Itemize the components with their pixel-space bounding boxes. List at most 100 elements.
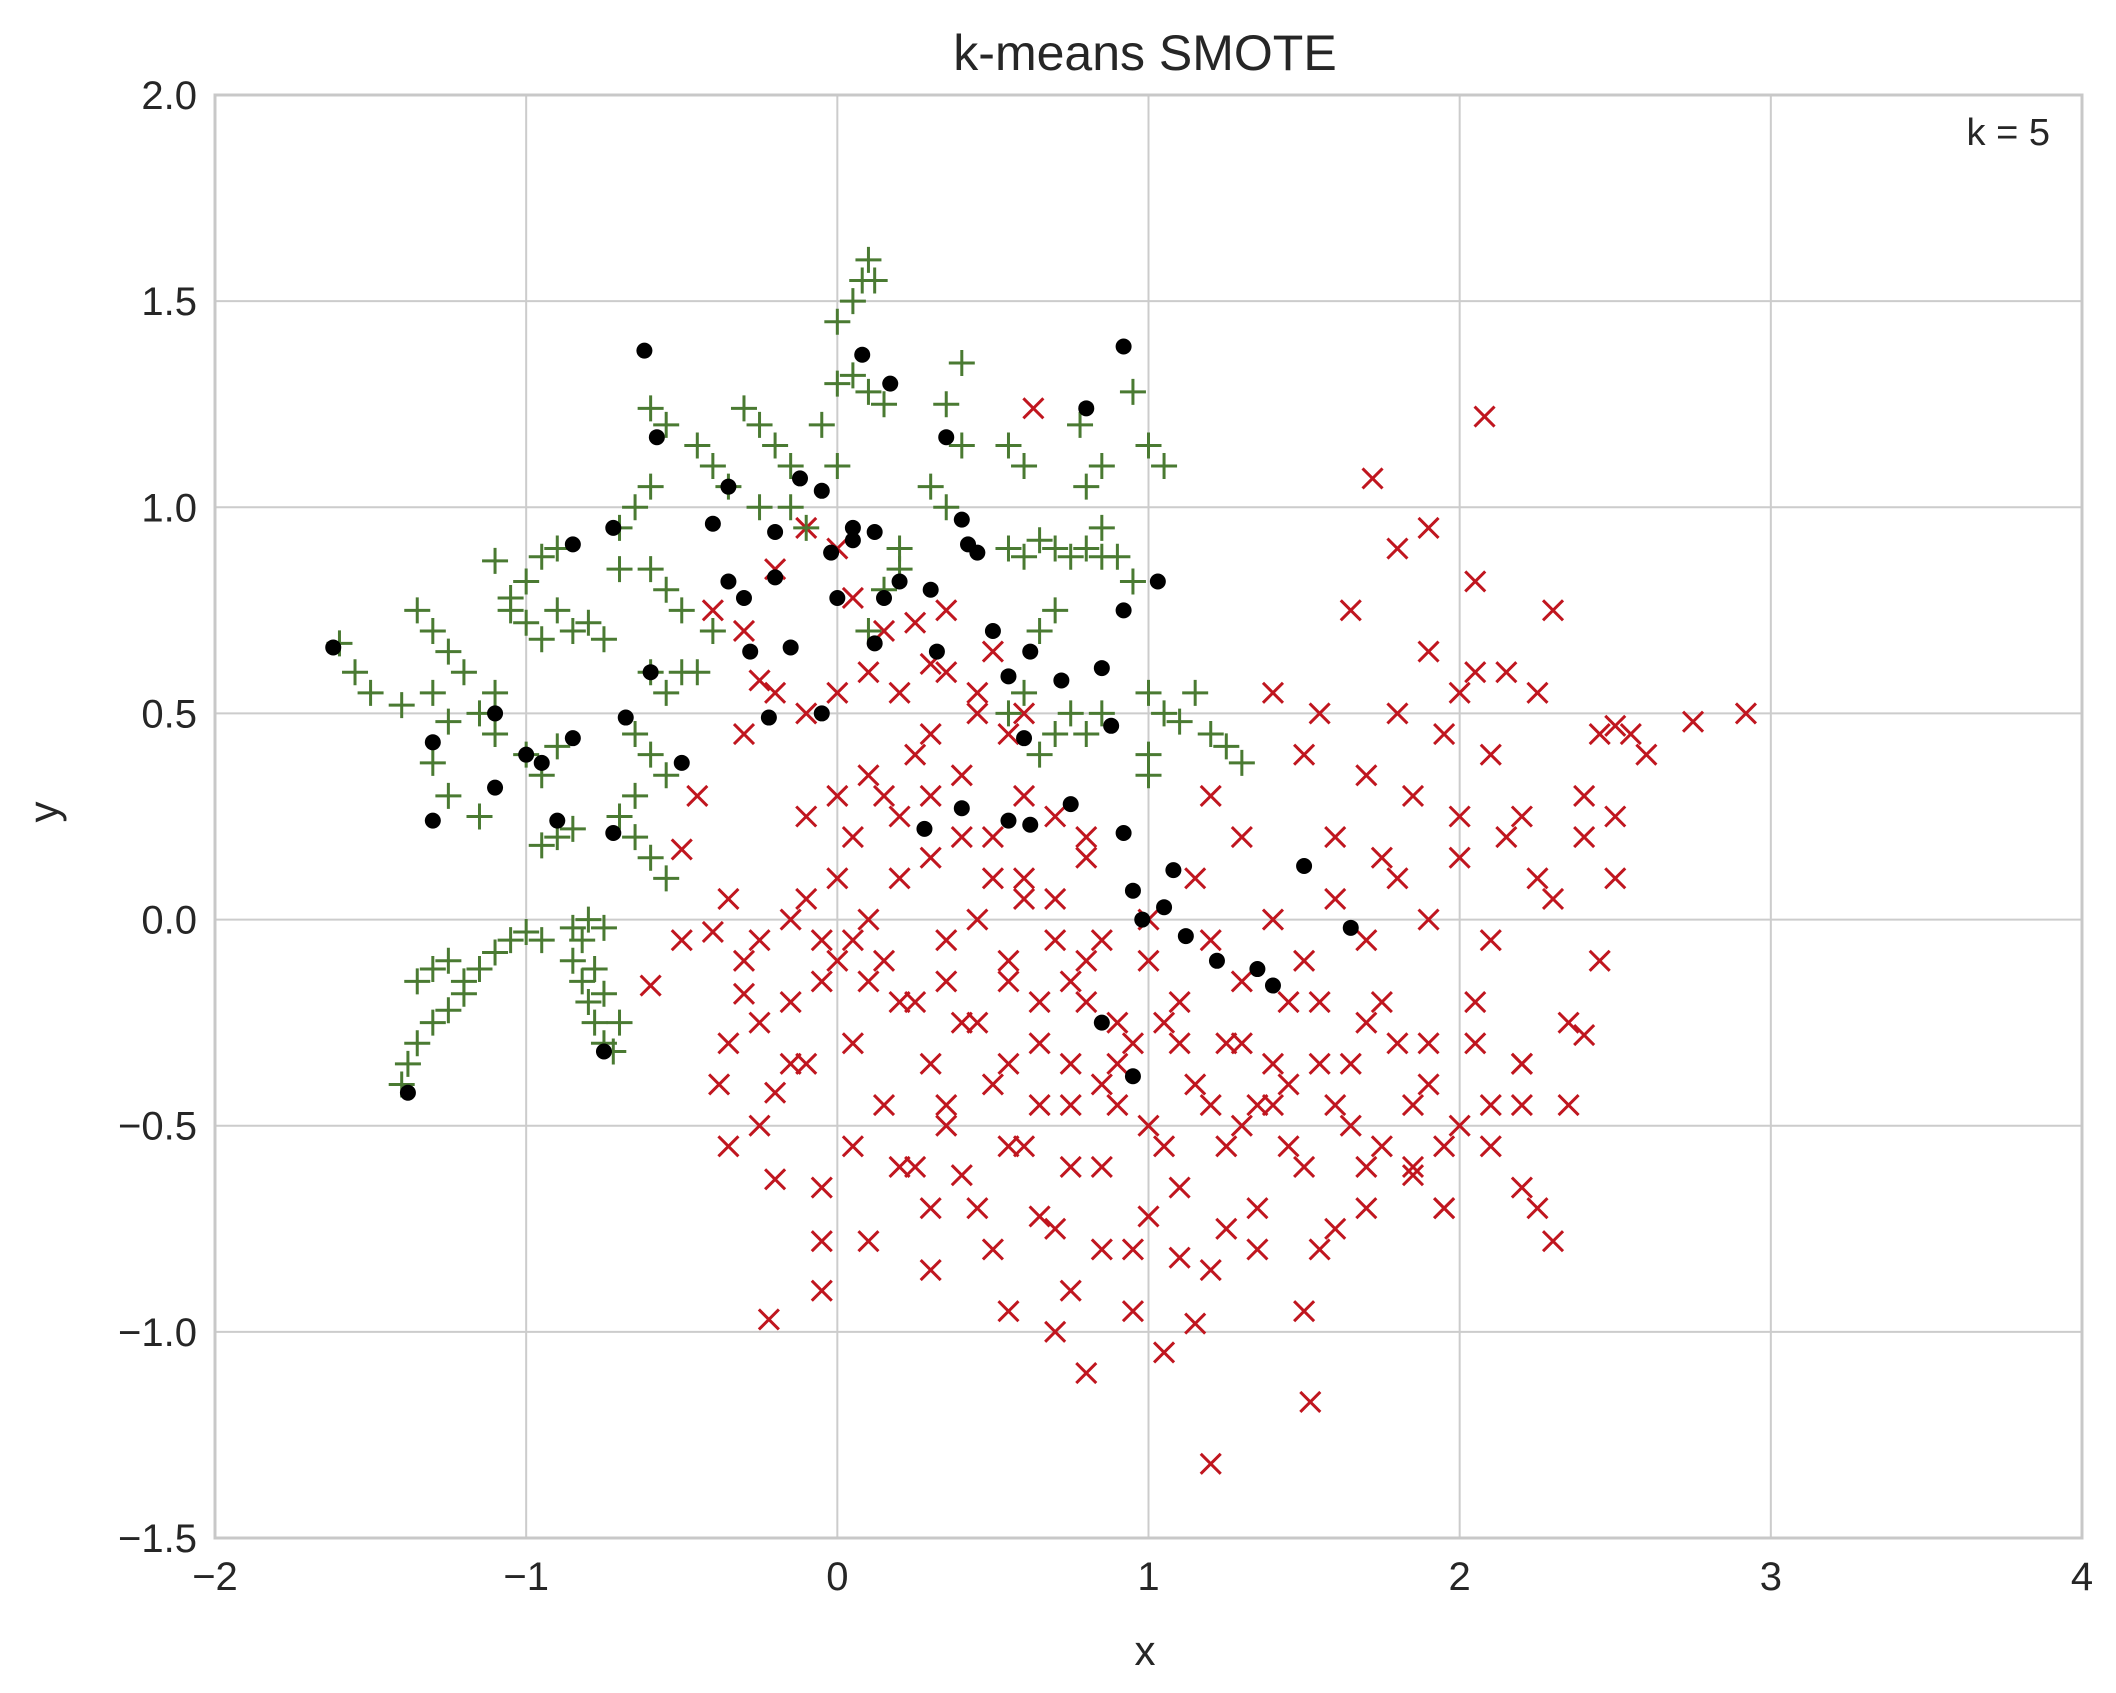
cross-point xyxy=(966,1197,989,1220)
cross-point xyxy=(732,949,756,972)
cross-point xyxy=(639,974,662,997)
cross-point xyxy=(981,1073,1004,1096)
plus-point xyxy=(404,597,431,624)
plus-point xyxy=(995,432,1022,459)
dot-point xyxy=(325,639,342,656)
cross-point xyxy=(826,784,849,807)
cross-point xyxy=(1355,764,1378,787)
dot-point xyxy=(854,346,871,363)
dot-point xyxy=(1249,961,1266,978)
cross-point xyxy=(981,1238,1004,1261)
cross-point xyxy=(1075,826,1098,849)
cross-point xyxy=(1293,743,1316,766)
y-tick-label: 2.0 xyxy=(141,74,197,118)
cross-point xyxy=(935,929,958,952)
plus-point xyxy=(653,865,680,892)
cross-point xyxy=(1168,1176,1191,1199)
plus-point xyxy=(637,556,664,583)
cross-point xyxy=(1215,1217,1238,1240)
plus-point xyxy=(544,597,571,624)
cross-point xyxy=(826,681,849,704)
cross-point xyxy=(1012,887,1036,911)
plus-point xyxy=(357,679,384,706)
plus-point xyxy=(839,362,866,389)
dot-point xyxy=(1016,730,1033,747)
cross-point xyxy=(1479,1094,1502,1117)
cross-point xyxy=(701,599,724,622)
plus-point xyxy=(388,692,415,719)
cross-point xyxy=(1121,1300,1145,1323)
cross-point xyxy=(857,1230,880,1253)
dot-point xyxy=(549,812,566,829)
dot-point xyxy=(1093,660,1110,677)
dot-point xyxy=(1264,977,1281,994)
cross-point xyxy=(888,990,911,1014)
cross-point xyxy=(1152,1011,1176,1034)
cross-point xyxy=(1106,1011,1129,1034)
plus-point xyxy=(606,556,633,583)
dot-point xyxy=(767,569,784,586)
dot-point xyxy=(916,820,933,837)
dot-point xyxy=(1000,812,1017,829)
plus-point xyxy=(1088,453,1115,480)
dot-point xyxy=(1124,882,1141,899)
cross-point xyxy=(1573,784,1596,807)
cross-point xyxy=(1401,1164,1425,1187)
cross-point xyxy=(981,826,1004,849)
plus-point xyxy=(653,762,680,789)
cross-point xyxy=(1448,805,1471,828)
cross-point xyxy=(1370,990,1393,1014)
cross-point xyxy=(904,743,927,766)
cross-point xyxy=(841,1135,864,1158)
plus-point xyxy=(1042,597,1069,624)
plus-point xyxy=(699,453,726,480)
cross-point xyxy=(795,887,818,911)
y-axis-label: y xyxy=(20,802,67,823)
cross-point xyxy=(810,970,833,993)
plus-point xyxy=(622,824,649,851)
cross-point xyxy=(950,1164,973,1187)
cross-point xyxy=(1044,1320,1067,1343)
cross-point xyxy=(757,1308,780,1331)
dot-point xyxy=(648,429,665,446)
plus-point xyxy=(1119,378,1146,405)
cross-point xyxy=(1230,1114,1253,1137)
y-tick-label: −1.0 xyxy=(118,1311,197,1355)
dot-point xyxy=(1093,1014,1110,1031)
plus-point xyxy=(590,980,617,1007)
cross-point xyxy=(1417,908,1440,931)
cross-point xyxy=(1299,1390,1322,1414)
plus-point xyxy=(482,939,509,966)
cross-point xyxy=(857,908,880,931)
dot-point xyxy=(882,375,899,392)
plus-point xyxy=(342,659,369,686)
cross-point xyxy=(1573,826,1596,849)
plus-point xyxy=(1088,700,1115,727)
dot-point xyxy=(1022,816,1039,833)
cross-point xyxy=(795,1052,818,1075)
cross-point xyxy=(708,1073,731,1096)
cross-point xyxy=(1137,1114,1160,1137)
plus-point xyxy=(590,914,617,941)
plus-point xyxy=(1213,733,1240,760)
cross-point xyxy=(966,702,989,725)
cross-point xyxy=(1012,867,1036,890)
plus-point xyxy=(1011,679,1038,706)
plus-point xyxy=(839,288,866,315)
dot-point xyxy=(564,730,581,747)
dot-point xyxy=(617,709,634,726)
y-tick-label: 1.0 xyxy=(141,486,197,530)
plus-point xyxy=(1057,700,1084,727)
cross-point xyxy=(1401,1155,1425,1179)
plus-point xyxy=(1135,432,1162,459)
cross-point xyxy=(1386,867,1409,890)
dot-point xyxy=(424,812,441,829)
plus-point xyxy=(1182,679,1209,706)
cross-point xyxy=(1308,990,1331,1014)
cross-point xyxy=(1464,661,1487,684)
cross-point xyxy=(1230,826,1253,849)
plus-point xyxy=(482,721,509,748)
plus-point xyxy=(419,956,446,983)
x-axis-label: x xyxy=(1135,1627,1156,1674)
cross-point xyxy=(1152,1135,1176,1158)
